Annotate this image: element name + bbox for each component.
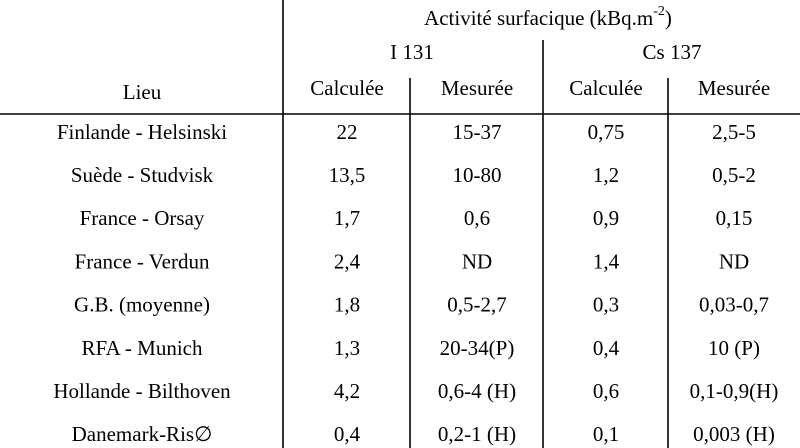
cell: 0,03-0,7 xyxy=(699,293,769,317)
row-label: G.B. (moyenne) xyxy=(74,293,210,317)
row-label: RFA - Munich xyxy=(82,336,203,360)
title-sup: -2 xyxy=(653,4,665,19)
cell: 22 xyxy=(337,120,358,144)
row-label: Finlande - Helsinski xyxy=(57,120,227,144)
cell: 1,4 xyxy=(593,249,620,273)
subcolumn-header: Mesurée xyxy=(698,76,770,100)
row-label: France - Verdun xyxy=(75,249,210,273)
cell: 0,1-0,9(H) xyxy=(690,379,779,403)
cell: 0,6 xyxy=(464,206,490,230)
group-header: I 131 xyxy=(390,40,434,64)
cell: 0,2-1 (H) xyxy=(438,422,516,446)
cell: 0,1 xyxy=(593,422,619,446)
cell: 0,003 (H) xyxy=(693,422,775,446)
cell: 1,8 xyxy=(334,293,360,317)
cell: 0,5-2 xyxy=(712,163,756,187)
row-label-header: Lieu xyxy=(123,80,162,104)
cell: 0,75 xyxy=(588,120,625,144)
cell: 0,6 xyxy=(593,379,619,403)
cell: 2,4 xyxy=(334,249,361,273)
cell: ND xyxy=(462,249,492,273)
cell: 1,7 xyxy=(334,206,360,230)
cell: 0,6-4 (H) xyxy=(438,379,516,403)
cell: ND xyxy=(719,249,749,273)
cell: 0,5-2,7 xyxy=(447,293,507,317)
subcolumn-header: Calculée xyxy=(310,76,383,100)
cell: 10 (P) xyxy=(708,336,760,360)
cell: 1,2 xyxy=(593,163,619,187)
cell: 0,3 xyxy=(593,293,619,317)
cell: 13,5 xyxy=(329,163,366,187)
subcolumn-header: Calculée xyxy=(569,76,642,100)
cell: 0,4 xyxy=(593,336,620,360)
title-end: ) xyxy=(665,6,672,30)
cell: 4,2 xyxy=(334,379,360,403)
row-label: Danemark-Ris∅ xyxy=(72,422,213,446)
title-main: Activité surfacique (kBq.m xyxy=(424,6,653,30)
cell: 0,4 xyxy=(334,422,361,446)
cell: 0,9 xyxy=(593,206,619,230)
group-header: Cs 137 xyxy=(643,40,702,64)
cell: 15-37 xyxy=(453,120,502,144)
header-title: Activité surfacique (kBq.m-2) xyxy=(424,4,672,30)
row-label: Hollande - Bilthoven xyxy=(53,379,231,403)
row-label: France - Orsay xyxy=(80,206,205,230)
subcolumn-header: Mesurée xyxy=(441,76,513,100)
cell: 2,5-5 xyxy=(712,120,756,144)
cell: 0,15 xyxy=(716,206,753,230)
cell: 1,3 xyxy=(334,336,360,360)
cell: 20-34(P) xyxy=(440,336,515,360)
row-label: Suède - Studvisk xyxy=(71,163,214,187)
cell: 10-80 xyxy=(453,163,502,187)
